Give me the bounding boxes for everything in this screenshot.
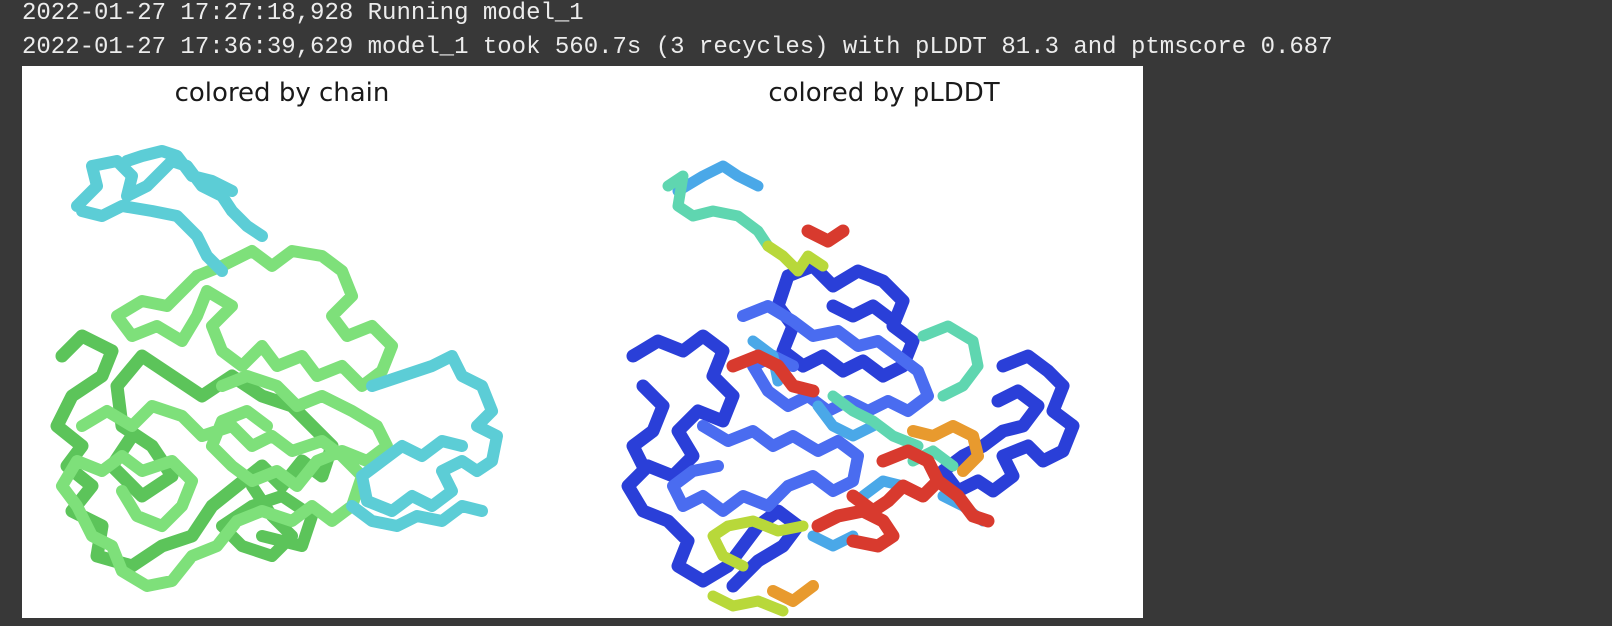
plddt-very-high-trace	[621, 259, 1080, 593]
panel-title-plddt: colored by pLDDT	[768, 78, 1000, 108]
log-line-model-result: 2022-01-27 17:36:39,629 model_1 took 560…	[22, 34, 1333, 61]
plddt-low-trace	[707, 240, 829, 617]
panel-title-chain: colored by chain	[174, 78, 390, 108]
log-line-running: 2022-01-27 17:27:18,928 Running model_1	[22, 0, 584, 27]
protein-trace-by-plddt	[621, 160, 1080, 617]
protein-structure-figure: colored by chain colored by pLDDT	[22, 66, 1143, 618]
chain-a-trace-front	[56, 245, 398, 592]
protein-trace-by-chain	[50, 145, 503, 592]
chain-b-trace	[71, 145, 503, 532]
plddt-mid-trace	[662, 170, 984, 472]
plddt-high-trace-2	[672, 160, 989, 552]
chain-a-trace-back-2	[216, 480, 318, 562]
plddt-low-orange-trace	[767, 420, 984, 607]
plddt-high-trace	[667, 300, 934, 517]
plddt-very-low-trace	[726, 224, 995, 553]
